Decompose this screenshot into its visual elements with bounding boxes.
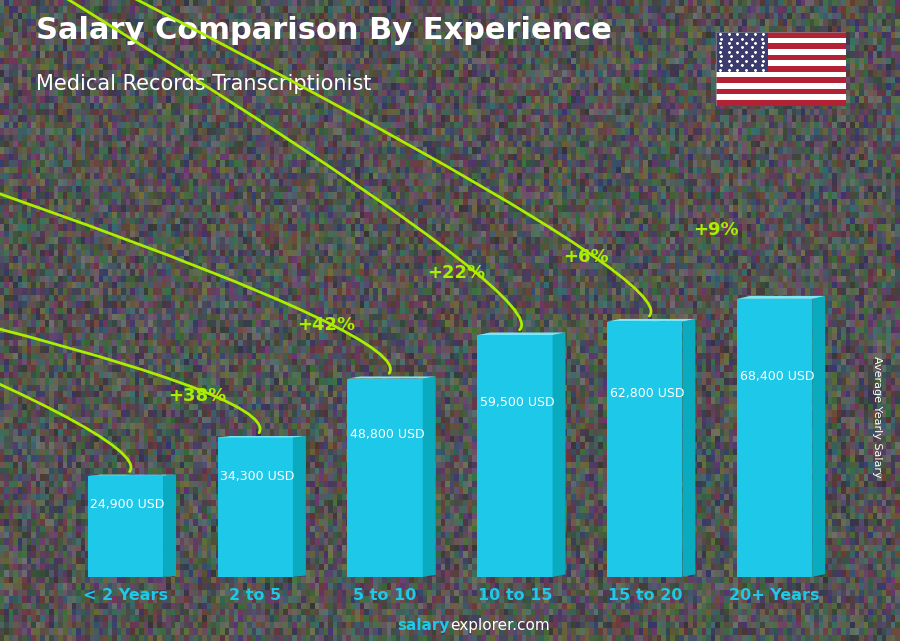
FancyBboxPatch shape [608, 322, 682, 577]
Text: Average Yearly Salary: Average Yearly Salary [872, 356, 883, 478]
Polygon shape [608, 319, 696, 322]
FancyBboxPatch shape [347, 379, 423, 577]
Bar [716, 54, 846, 60]
Polygon shape [347, 376, 436, 379]
Bar [716, 60, 846, 66]
Bar [716, 100, 846, 106]
Text: +9%: +9% [693, 221, 739, 239]
Polygon shape [88, 474, 176, 476]
Text: 59,500 USD: 59,500 USD [480, 396, 554, 409]
Polygon shape [292, 436, 306, 577]
Bar [716, 72, 846, 78]
Text: explorer.com: explorer.com [450, 619, 550, 633]
Polygon shape [218, 436, 306, 437]
Polygon shape [553, 333, 565, 577]
Bar [716, 88, 846, 94]
Text: +38%: +38% [167, 387, 226, 404]
FancyBboxPatch shape [477, 335, 553, 577]
Polygon shape [477, 333, 565, 335]
Text: 34,300 USD: 34,300 USD [220, 470, 294, 483]
Polygon shape [423, 376, 436, 577]
Bar [716, 32, 768, 72]
Polygon shape [737, 296, 825, 299]
Bar [716, 44, 846, 49]
Polygon shape [163, 474, 176, 577]
Text: 62,800 USD: 62,800 USD [609, 387, 684, 399]
Bar [716, 94, 846, 100]
FancyBboxPatch shape [737, 299, 812, 577]
Bar [716, 83, 846, 88]
Bar [716, 32, 846, 38]
Text: +6%: +6% [563, 249, 609, 267]
Text: 68,400 USD: 68,400 USD [740, 370, 814, 383]
Bar [716, 49, 846, 54]
Bar [716, 66, 846, 72]
Text: +22%: +22% [428, 264, 486, 283]
Text: salary: salary [398, 619, 450, 633]
Polygon shape [682, 319, 696, 577]
Text: Salary Comparison By Experience: Salary Comparison By Experience [36, 16, 612, 45]
Bar [716, 78, 846, 83]
Text: 24,900 USD: 24,900 USD [90, 497, 165, 510]
Text: +42%: +42% [298, 316, 356, 334]
Bar [716, 38, 846, 44]
FancyBboxPatch shape [218, 437, 292, 577]
Text: 48,800 USD: 48,800 USD [350, 428, 425, 440]
Text: Medical Records Transcriptionist: Medical Records Transcriptionist [36, 74, 372, 94]
Polygon shape [812, 296, 825, 577]
FancyBboxPatch shape [88, 476, 163, 577]
